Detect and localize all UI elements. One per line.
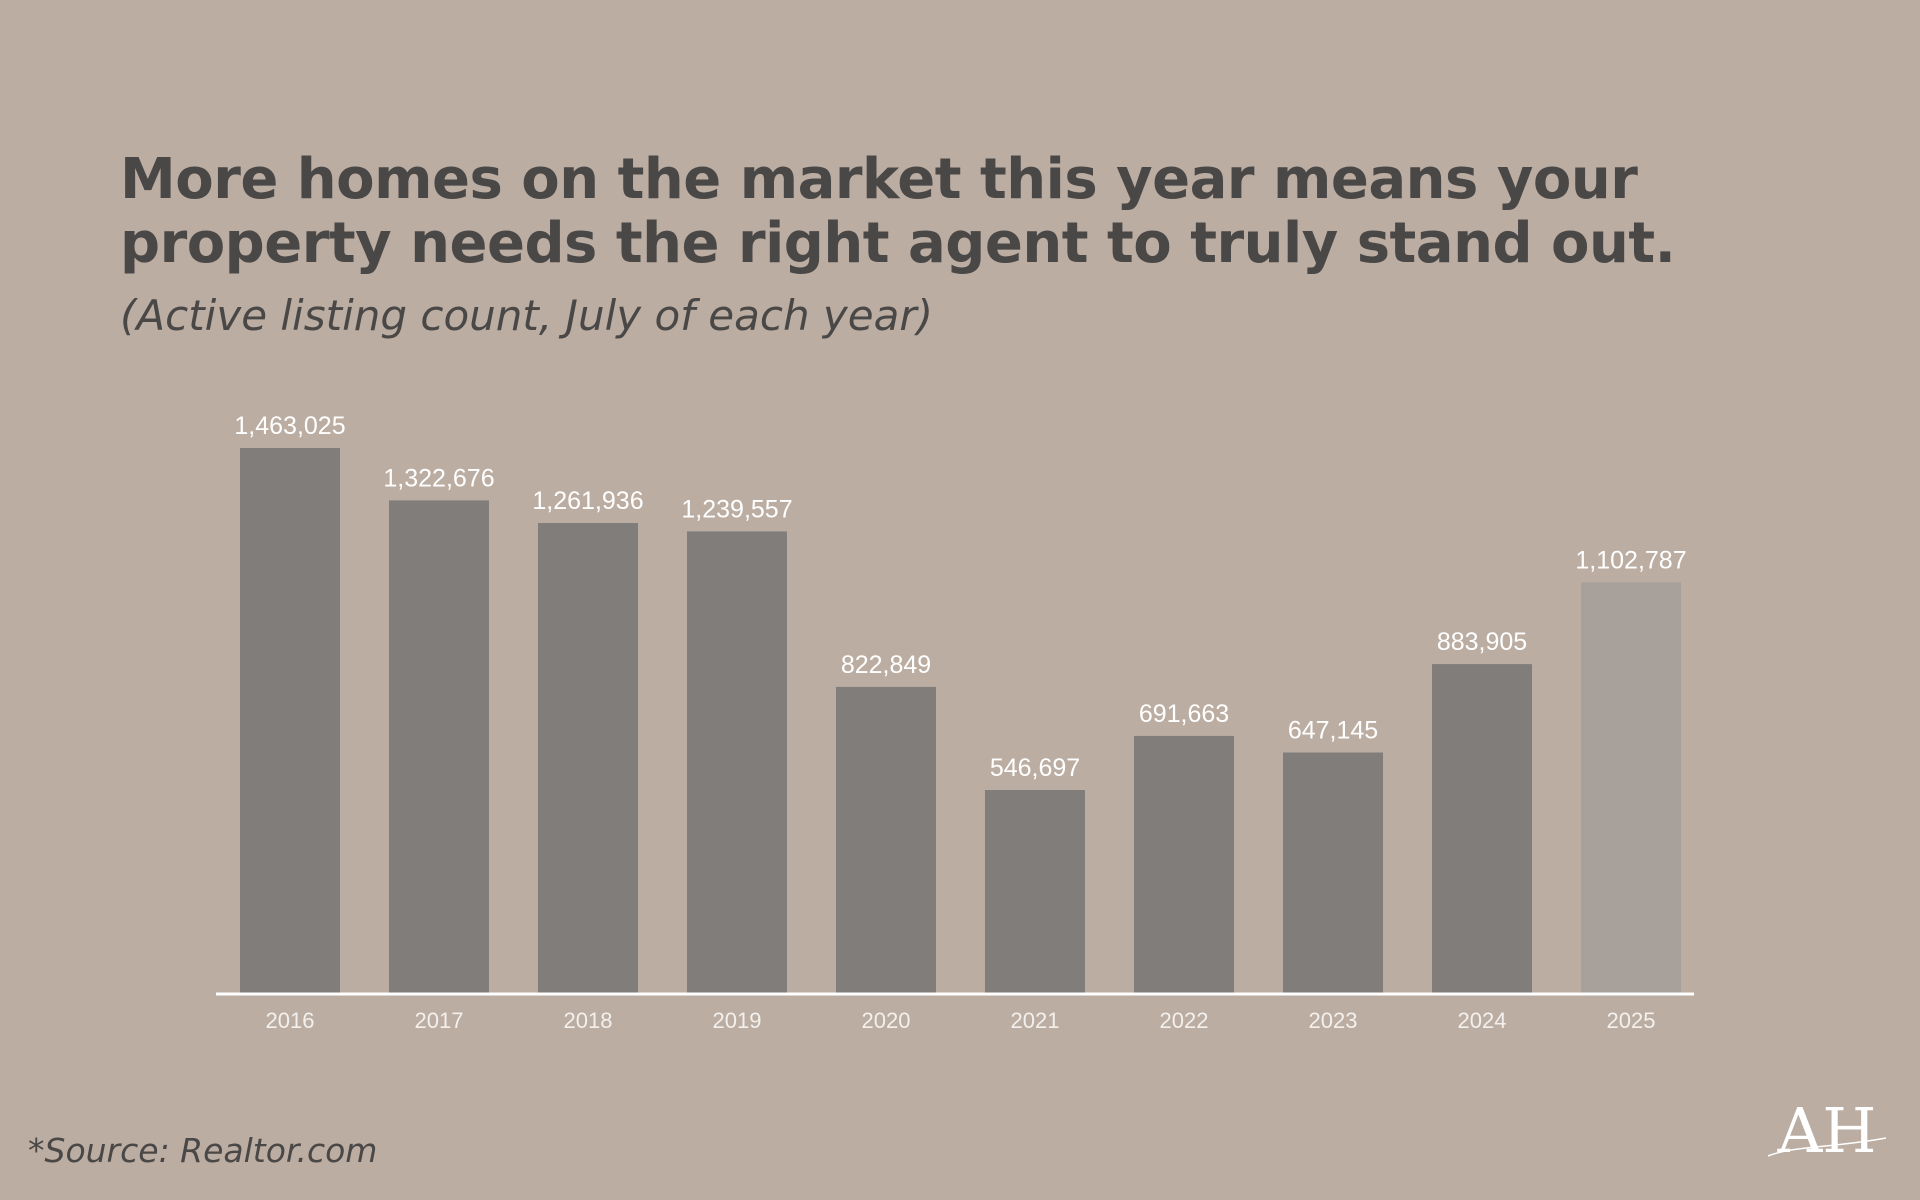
- source-note: *Source: Realtor.com: [28, 1131, 378, 1170]
- bar-2020: [836, 686, 936, 994]
- bar-group: [240, 448, 1681, 994]
- bar-2025: [1581, 582, 1681, 994]
- x-tick-label-group: 2016 2017 2018 2019 2020 2021 2022 2023 2024 2025: [266, 1008, 1656, 1033]
- bar-2024: [1432, 664, 1532, 994]
- chart-subtitle: (Active listing count, July of each year…: [120, 291, 934, 340]
- logo-swash: [1767, 1137, 1887, 1157]
- value-label-2017: 1,322,676: [383, 464, 494, 492]
- x-tick-label-2024: 2024: [1458, 1008, 1507, 1033]
- value-label-2019: 1,239,557: [681, 495, 792, 523]
- bar-2023: [1283, 752, 1383, 994]
- x-tick-label-2021: 2021: [1011, 1008, 1060, 1033]
- bar-chart: 1,463,025 1,322,676 1,261,936 1,239,557 822,…: [216, 412, 1694, 1033]
- x-tick-label-2022: 2022: [1160, 1008, 1209, 1033]
- bar-2018: [538, 523, 638, 994]
- x-tick-label-2018: 2018: [564, 1008, 613, 1033]
- x-tick-label-2025: 2025: [1607, 1008, 1656, 1033]
- value-label-2021: 546,697: [990, 754, 1080, 782]
- logo-monogram: AH: [1777, 1094, 1877, 1166]
- value-label-group: 1,463,025 1,322,676 1,261,936 1,239,557 822,…: [234, 412, 1686, 782]
- value-label-2022: 691,663: [1139, 700, 1229, 728]
- x-tick-label-2020: 2020: [862, 1008, 911, 1033]
- bar-2016: [240, 448, 340, 994]
- bar-2017: [389, 500, 489, 994]
- page-title: More homes on the market this year means…: [120, 147, 1676, 276]
- x-tick-label-2017: 2017: [415, 1008, 464, 1033]
- bar-2019: [687, 531, 787, 994]
- x-tick-label-2019: 2019: [713, 1008, 762, 1033]
- x-tick-label-2016: 2016: [266, 1008, 315, 1033]
- value-label-2020: 822,849: [841, 651, 931, 679]
- monogram-logo-icon: AH: [1767, 1094, 1887, 1166]
- x-tick-label-2023: 2023: [1309, 1008, 1358, 1033]
- bar-2021: [985, 790, 1085, 994]
- value-label-2025: 1,102,787: [1575, 546, 1686, 574]
- value-label-2016: 1,463,025: [234, 412, 345, 440]
- value-label-2023: 647,145: [1288, 717, 1378, 745]
- value-label-2024: 883,905: [1437, 628, 1527, 656]
- bar-2022: [1134, 735, 1234, 994]
- value-label-2018: 1,261,936: [532, 487, 643, 515]
